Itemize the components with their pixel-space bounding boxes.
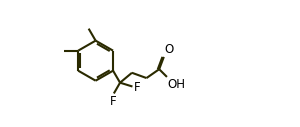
Text: F: F	[134, 81, 141, 94]
Text: OH: OH	[168, 78, 186, 91]
Text: F: F	[110, 95, 116, 108]
Text: O: O	[165, 43, 174, 56]
